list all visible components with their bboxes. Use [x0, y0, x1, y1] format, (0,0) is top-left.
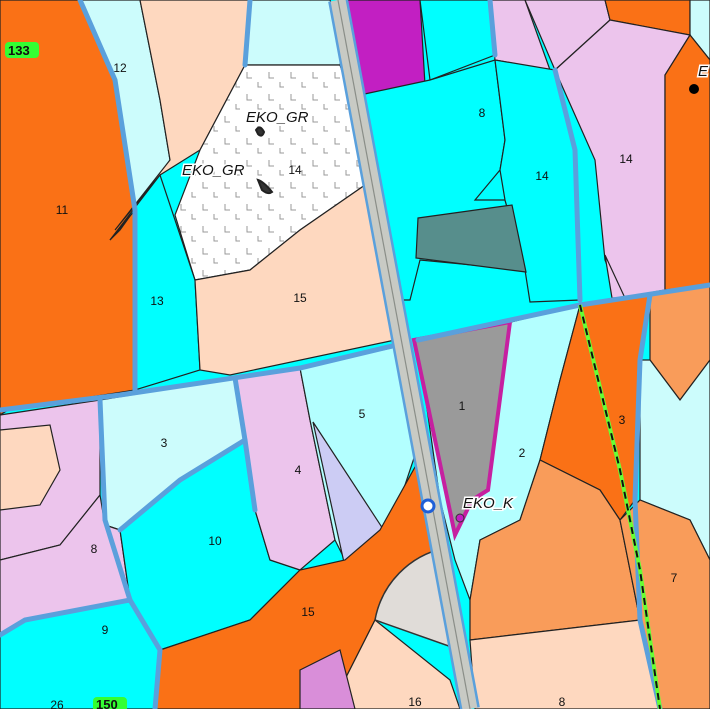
eko-gr-label-2: EKO_GR — [182, 162, 245, 179]
boundary-dash — [579, 304, 661, 709]
parcel-pale-corner[interactable] — [689, 0, 710, 61]
parcel-label-9: 9 — [102, 623, 109, 637]
parcel-label-14-mid: 14 — [535, 169, 549, 183]
parcel-label-3-right: 3 — [619, 413, 626, 427]
eko-gr-label-1: EKO_GR — [246, 109, 309, 126]
road-centerline — [337, 0, 471, 709]
corner-annotation-label: E — [698, 63, 709, 80]
road-badge-150 — [93, 697, 127, 709]
parcel-label-8-left: 8 — [91, 542, 98, 556]
parcel-label-4: 4 — [295, 463, 302, 477]
black-point-marker[interactable] — [689, 84, 699, 94]
ditch-mid-diag — [117, 437, 248, 533]
parcel-label-15-bottom: 15 — [301, 605, 315, 619]
parcel-label-5: 5 — [359, 407, 366, 421]
parcel-label-8-bottom: 8 — [559, 695, 566, 709]
point-marker[interactable] — [420, 498, 436, 514]
parcel-label-3-left: 3 — [161, 436, 168, 450]
road-number-133: 133 — [8, 43, 30, 58]
eko-k-label: EKO_K — [463, 495, 514, 512]
parcel-label-11: 11 — [56, 203, 69, 217]
parcel-label-14-left: 14 — [288, 163, 302, 177]
eko-gr-symbol-1 — [254, 126, 266, 137]
parcel-dark-teal[interactable] — [415, 204, 527, 273]
road-number-150: 150 — [96, 697, 118, 709]
parcel-label-12: 12 — [113, 61, 127, 75]
parcel-label-14-right: 14 — [619, 152, 633, 166]
parcel-pink-bottom[interactable] — [299, 649, 356, 709]
ditch-right-vertical — [552, 67, 583, 303]
parcel-label-1: 1 — [459, 399, 466, 413]
parcel-label-13: 13 — [150, 294, 164, 308]
parcel-label-2: 2 — [519, 446, 526, 460]
parcel-label-10: 10 — [208, 534, 222, 548]
ditch-left-vertical — [77, 0, 138, 393]
road-badge-133 — [5, 42, 39, 58]
parcel-label-8-top: 8 — [479, 106, 486, 120]
ditch-bottom-left — [0, 597, 133, 638]
ditch-top — [242, 0, 253, 68]
parcel-label-15-top: 15 — [293, 291, 307, 305]
parcel-label-16: 16 — [408, 695, 422, 709]
ditch-top-2 — [487, 0, 498, 58]
eko-k-marker[interactable] — [455, 513, 465, 523]
parcel-label-26: 26 — [50, 698, 64, 709]
eko-gr-symbol-2 — [256, 178, 274, 195]
ditch-far-right — [632, 292, 663, 709]
ditch-horizontal-left — [0, 340, 408, 413]
parcel-label-7: 7 — [671, 571, 678, 585]
parcel-peach-left[interactable] — [0, 424, 61, 511]
parcel-16[interactable] — [329, 619, 461, 709]
